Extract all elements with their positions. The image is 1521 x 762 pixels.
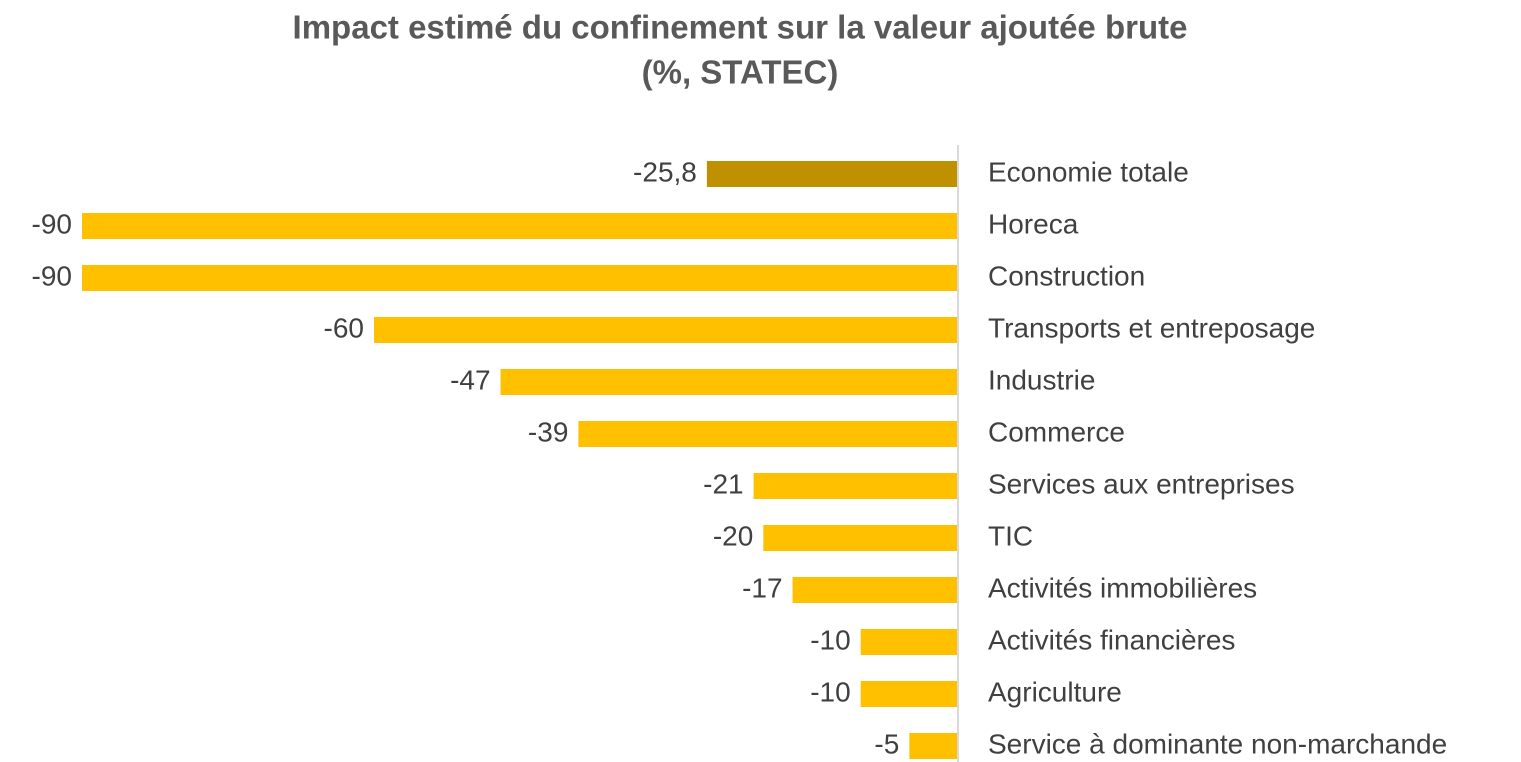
category-label: Construction	[988, 260, 1145, 291]
category-label: Activités financières	[988, 624, 1235, 655]
bar	[860, 681, 958, 707]
category-label: Activités immobilières	[988, 572, 1257, 603]
bar	[792, 577, 958, 603]
bar	[578, 421, 958, 447]
data-label: -39	[528, 416, 568, 447]
data-label: -21	[703, 468, 743, 499]
data-label: -5	[874, 728, 899, 759]
data-label: -25,8	[633, 156, 697, 187]
category-label: Agriculture	[988, 676, 1122, 707]
data-label: -90	[32, 208, 72, 239]
category-label: Economie totale	[988, 156, 1189, 187]
category-label: Horeca	[988, 208, 1079, 239]
category-label: Commerce	[988, 416, 1125, 447]
data-label: -60	[324, 312, 364, 343]
data-label: -90	[32, 260, 72, 291]
bar	[753, 473, 958, 499]
category-label: Transports et entreposage	[988, 312, 1315, 343]
category-label: Services aux entreprises	[988, 468, 1295, 499]
bar	[82, 213, 958, 239]
bar	[909, 733, 958, 759]
bar	[82, 265, 958, 291]
bar	[500, 369, 958, 395]
category-label: Service à dominante non-marchande	[988, 728, 1447, 759]
data-label: -10	[810, 676, 850, 707]
data-label: -20	[713, 520, 753, 551]
bar	[706, 161, 958, 187]
chart-subtitle: (%, STATEC)	[642, 54, 839, 91]
bar	[860, 629, 958, 655]
data-label: -17	[742, 572, 782, 603]
chart-title: Impact estimé du confinement sur la vale…	[293, 9, 1188, 46]
category-label: Industrie	[988, 364, 1095, 395]
bar	[763, 525, 958, 551]
category-label: TIC	[988, 520, 1033, 551]
bar	[374, 317, 958, 343]
data-label: -47	[450, 364, 490, 395]
data-label: -10	[810, 624, 850, 655]
